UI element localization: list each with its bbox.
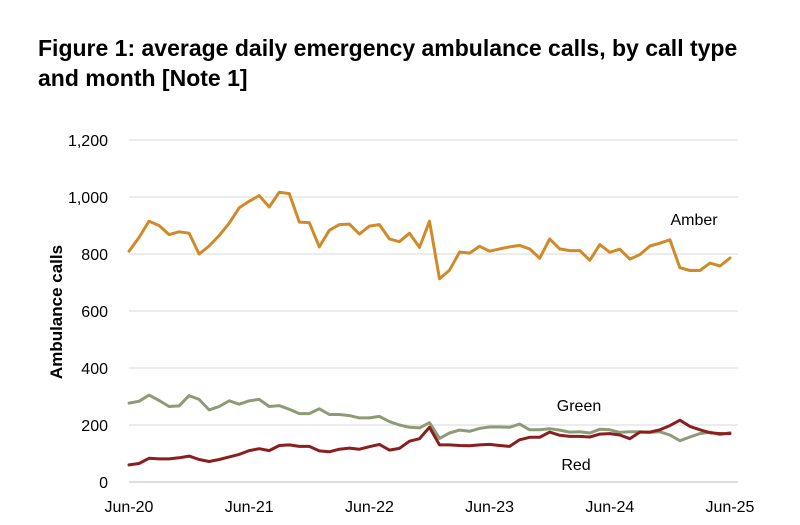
y-tick-label: 400 <box>81 361 108 378</box>
series-line-green <box>127 393 732 443</box>
series-line-amber <box>127 190 732 281</box>
chart-title: Figure 1: average daily emergency ambula… <box>38 35 738 91</box>
y-axis-label: Ambulance calls <box>47 245 66 379</box>
series-label-green: Green <box>557 398 601 415</box>
y-tick-label: 1,000 <box>68 190 108 207</box>
y-tick-label: 1,200 <box>68 133 108 150</box>
series-labels: Amber Green Red <box>557 212 718 474</box>
y-axis-ticks: 0 200 400 600 800 1,000 1,200 <box>68 133 108 492</box>
x-tick-label: Jun-24 <box>585 499 634 516</box>
x-axis-ticks: Jun-20 Jun-21 Jun-22 Jun-23 Jun-24 Jun-25 <box>105 499 755 516</box>
series-label-red: Red <box>561 457 590 474</box>
x-tick-label: Jun-25 <box>706 499 755 516</box>
x-tick-label: Jun-22 <box>345 499 394 516</box>
series-line-red <box>127 418 732 467</box>
y-tick-label: 800 <box>81 247 108 264</box>
series-label-amber: Amber <box>670 212 718 229</box>
y-tick-label: 600 <box>81 304 108 321</box>
x-tick-label: Jun-20 <box>105 499 154 516</box>
y-tick-label: 200 <box>81 418 108 435</box>
gridlines <box>129 139 738 426</box>
x-tick-label: Jun-21 <box>225 499 274 516</box>
x-tick-label: Jun-23 <box>465 499 514 516</box>
y-tick-label: 0 <box>99 475 108 492</box>
series-lines <box>127 190 732 467</box>
